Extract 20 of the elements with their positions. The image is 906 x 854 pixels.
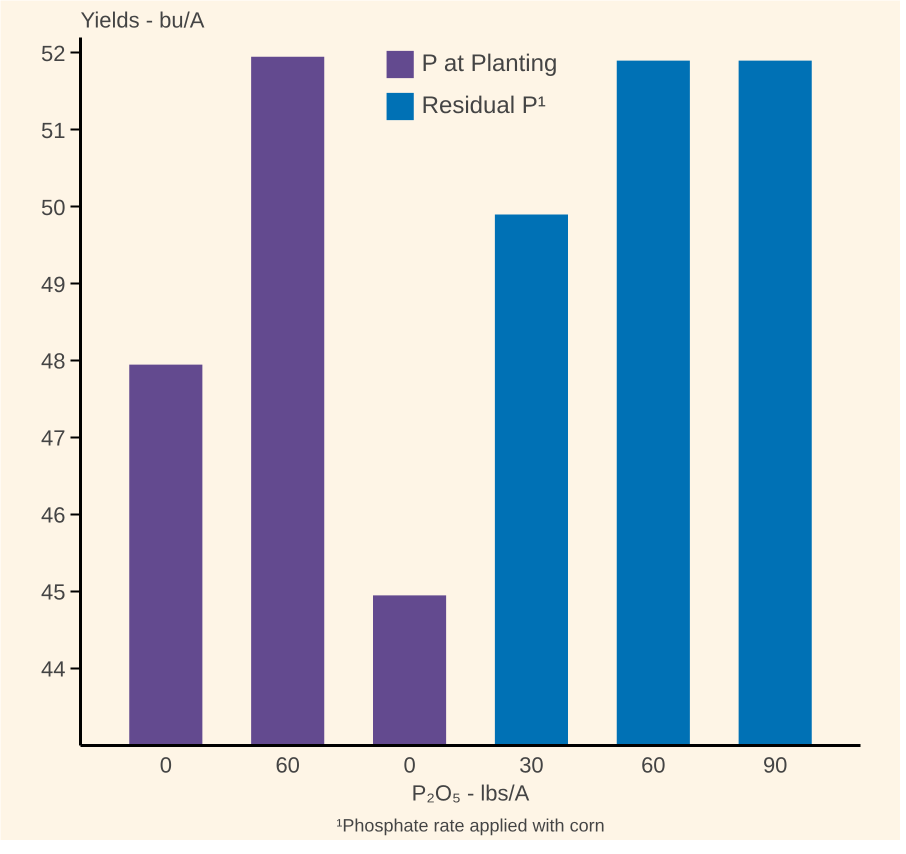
x-tick-label: 60 [641,752,666,778]
y-tick-label: 51 [41,118,66,143]
y-tick-label: 46 [41,502,66,528]
y-tick-label: 52 [41,40,66,66]
x-tick-label: 90 [762,752,788,778]
x-axis-title: P₂O₅ - lbs/A [412,780,530,806]
y-tick-label: 48 [41,348,66,374]
x-tick-label: 0 [160,752,172,778]
y-tick-label: 44 [41,656,66,682]
x-tick-label: 30 [519,752,544,778]
x-tick-label: 0 [403,752,416,778]
y-tick-label: 49 [41,272,66,297]
text: ¹Phosphate rate applied with corn [336,816,605,836]
y-tick-label: 45 [41,580,66,605]
legend-label: Residual P¹ [422,92,546,120]
x-tick-label: 60 [275,752,300,778]
y-axis-title: Yields - bu/A [80,8,205,32]
y-tick-label: 47 [41,426,66,451]
legend-label: P at Planting [422,50,558,78]
y-tick-label: 50 [41,194,66,220]
